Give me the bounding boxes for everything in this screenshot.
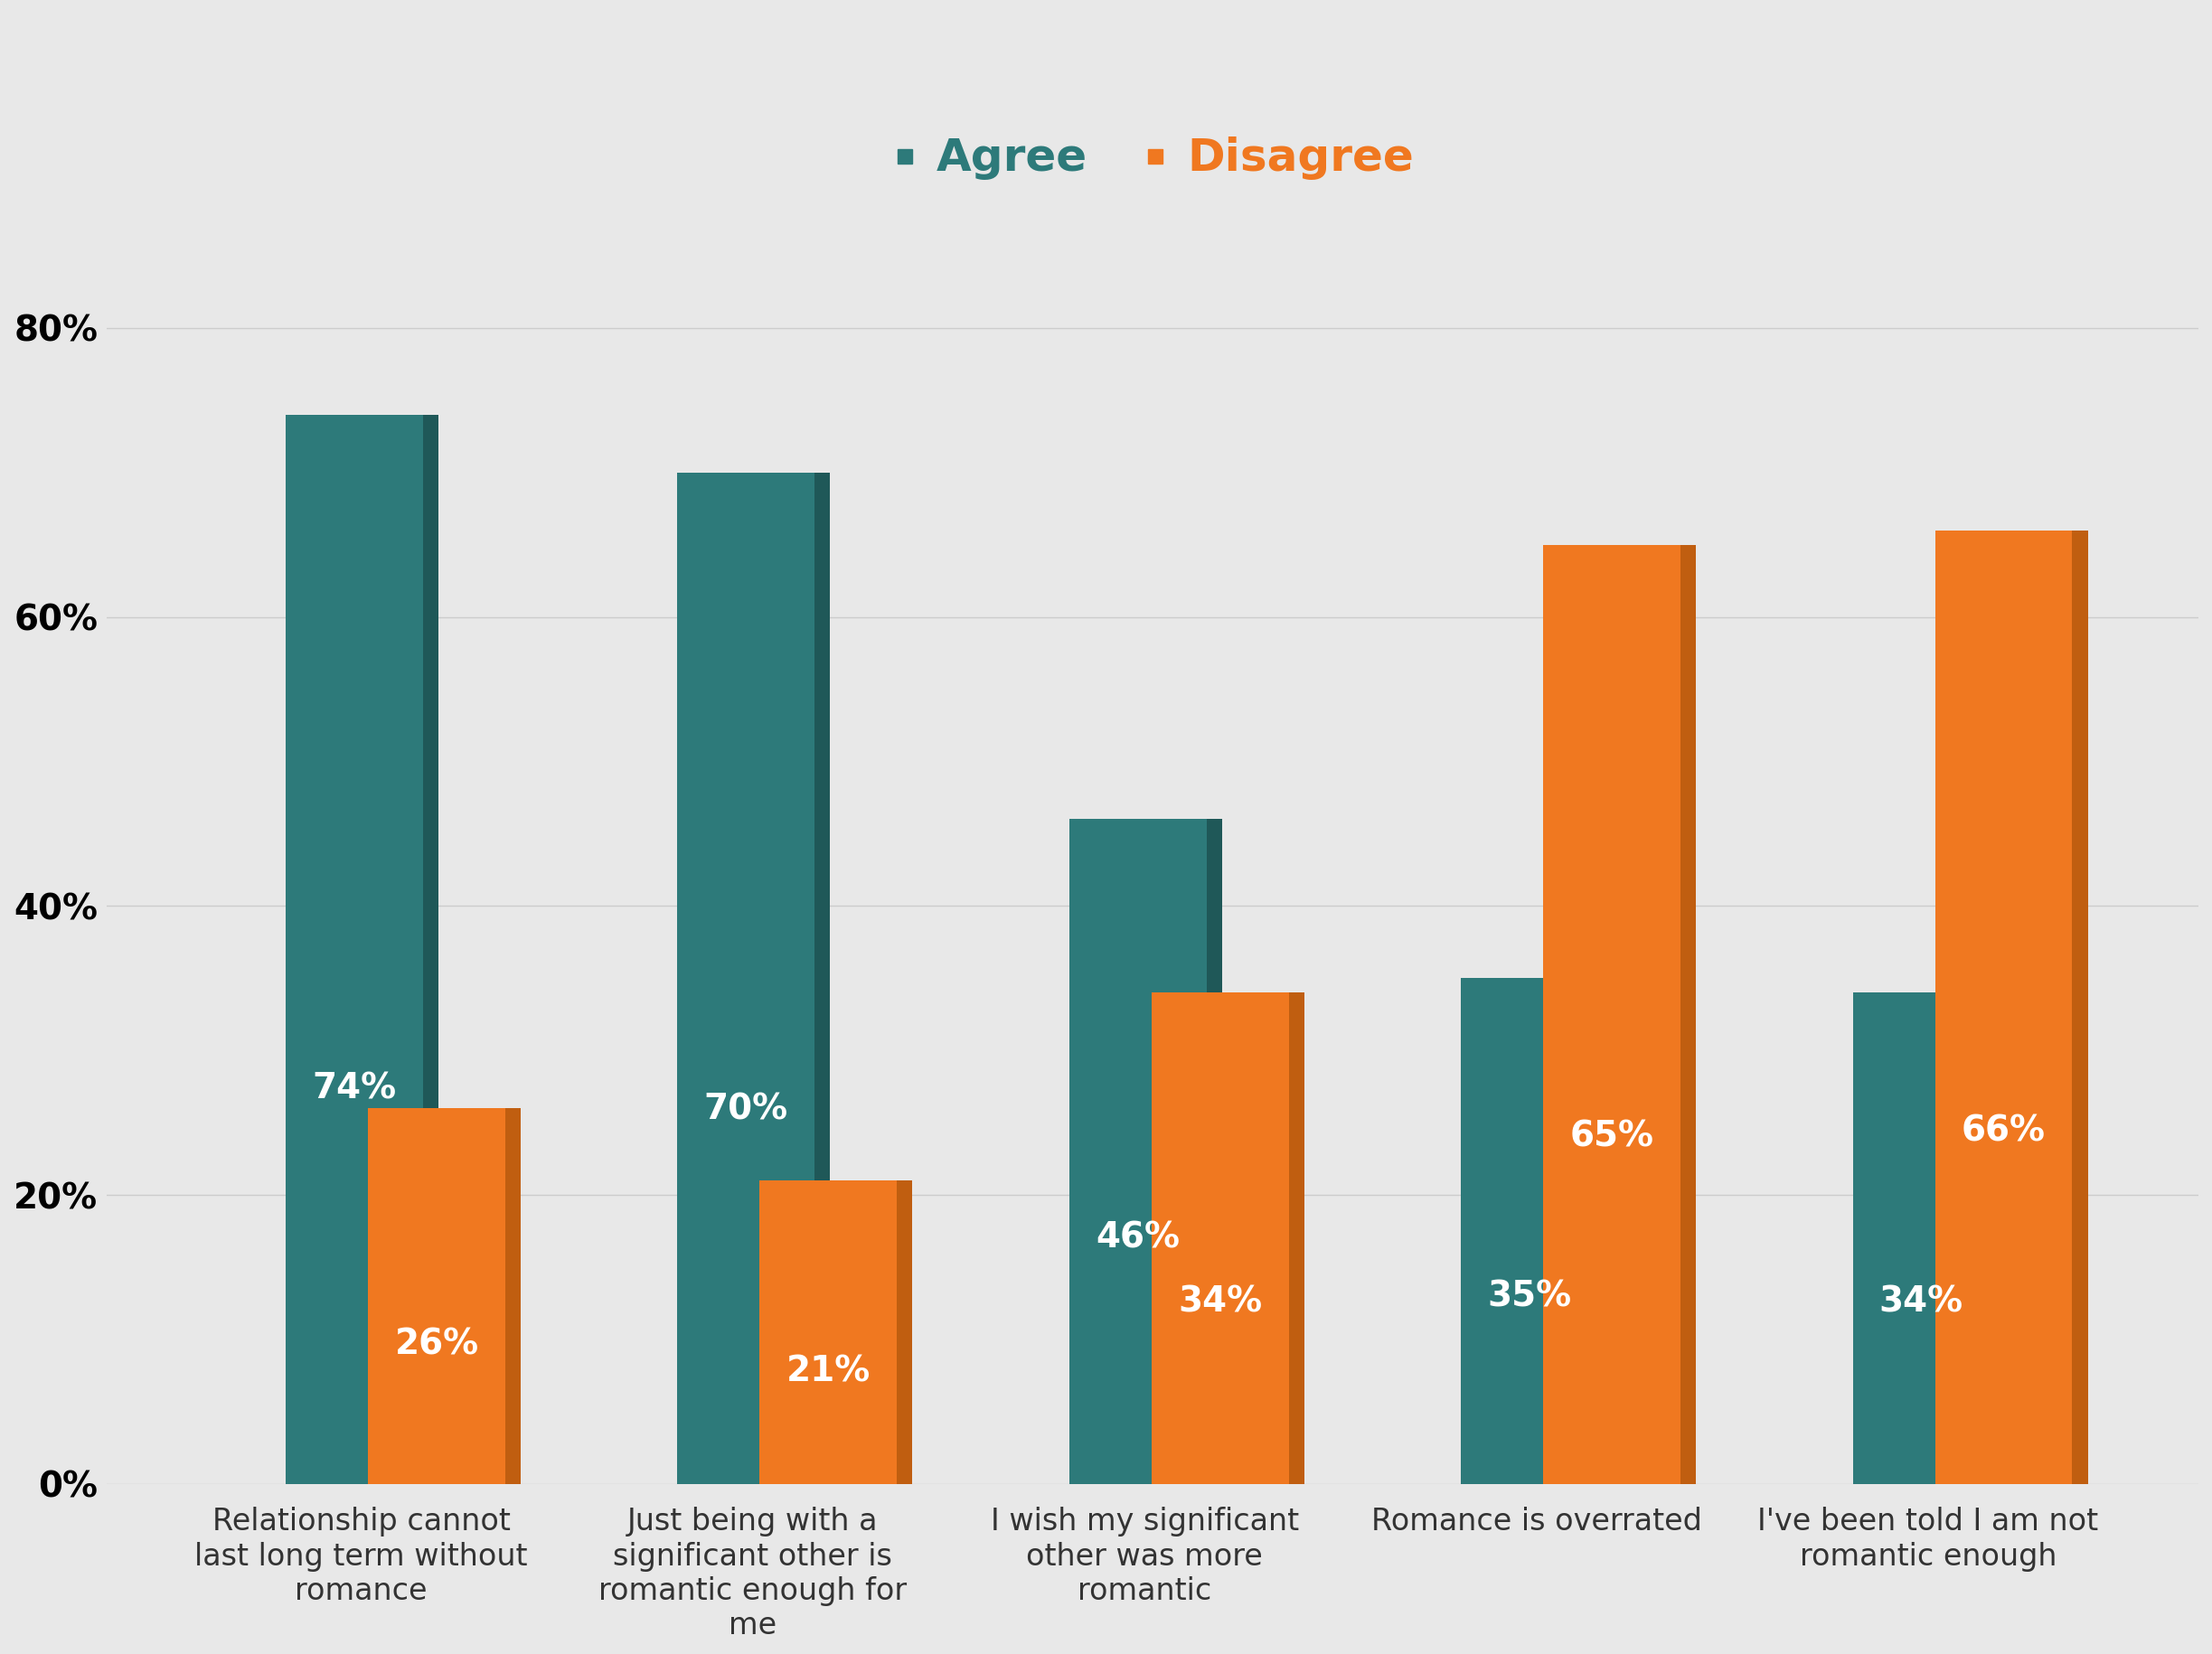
Bar [1854, 992, 1991, 1484]
Bar [1935, 531, 2073, 1484]
Bar [1068, 819, 1206, 1484]
Text: 66%: 66% [1962, 1113, 2046, 1148]
Legend: Agree, Disagree: Agree, Disagree [874, 119, 1431, 198]
Polygon shape [504, 1108, 520, 1484]
Text: 35%: 35% [1486, 1280, 1573, 1313]
Polygon shape [2073, 531, 2088, 1484]
Text: 21%: 21% [785, 1355, 872, 1389]
Text: 34%: 34% [1880, 1285, 1964, 1320]
Bar [677, 473, 814, 1484]
Text: 34%: 34% [1179, 1285, 1263, 1320]
Text: 74%: 74% [312, 1072, 396, 1105]
Polygon shape [1206, 819, 1221, 1484]
Polygon shape [896, 1181, 914, 1484]
Polygon shape [1597, 978, 1615, 1484]
Text: 26%: 26% [394, 1328, 478, 1361]
Text: 70%: 70% [703, 1092, 787, 1126]
Polygon shape [1991, 992, 2006, 1484]
Text: 65%: 65% [1571, 1120, 1655, 1153]
Polygon shape [1681, 544, 1697, 1484]
Bar [367, 1108, 504, 1484]
Polygon shape [814, 473, 830, 1484]
Bar [1544, 544, 1681, 1484]
Bar [759, 1181, 896, 1484]
Bar [1460, 978, 1597, 1484]
Polygon shape [1290, 992, 1305, 1484]
Text: 46%: 46% [1095, 1221, 1179, 1255]
Bar [1152, 992, 1290, 1484]
Bar [285, 415, 422, 1484]
Polygon shape [422, 415, 438, 1484]
